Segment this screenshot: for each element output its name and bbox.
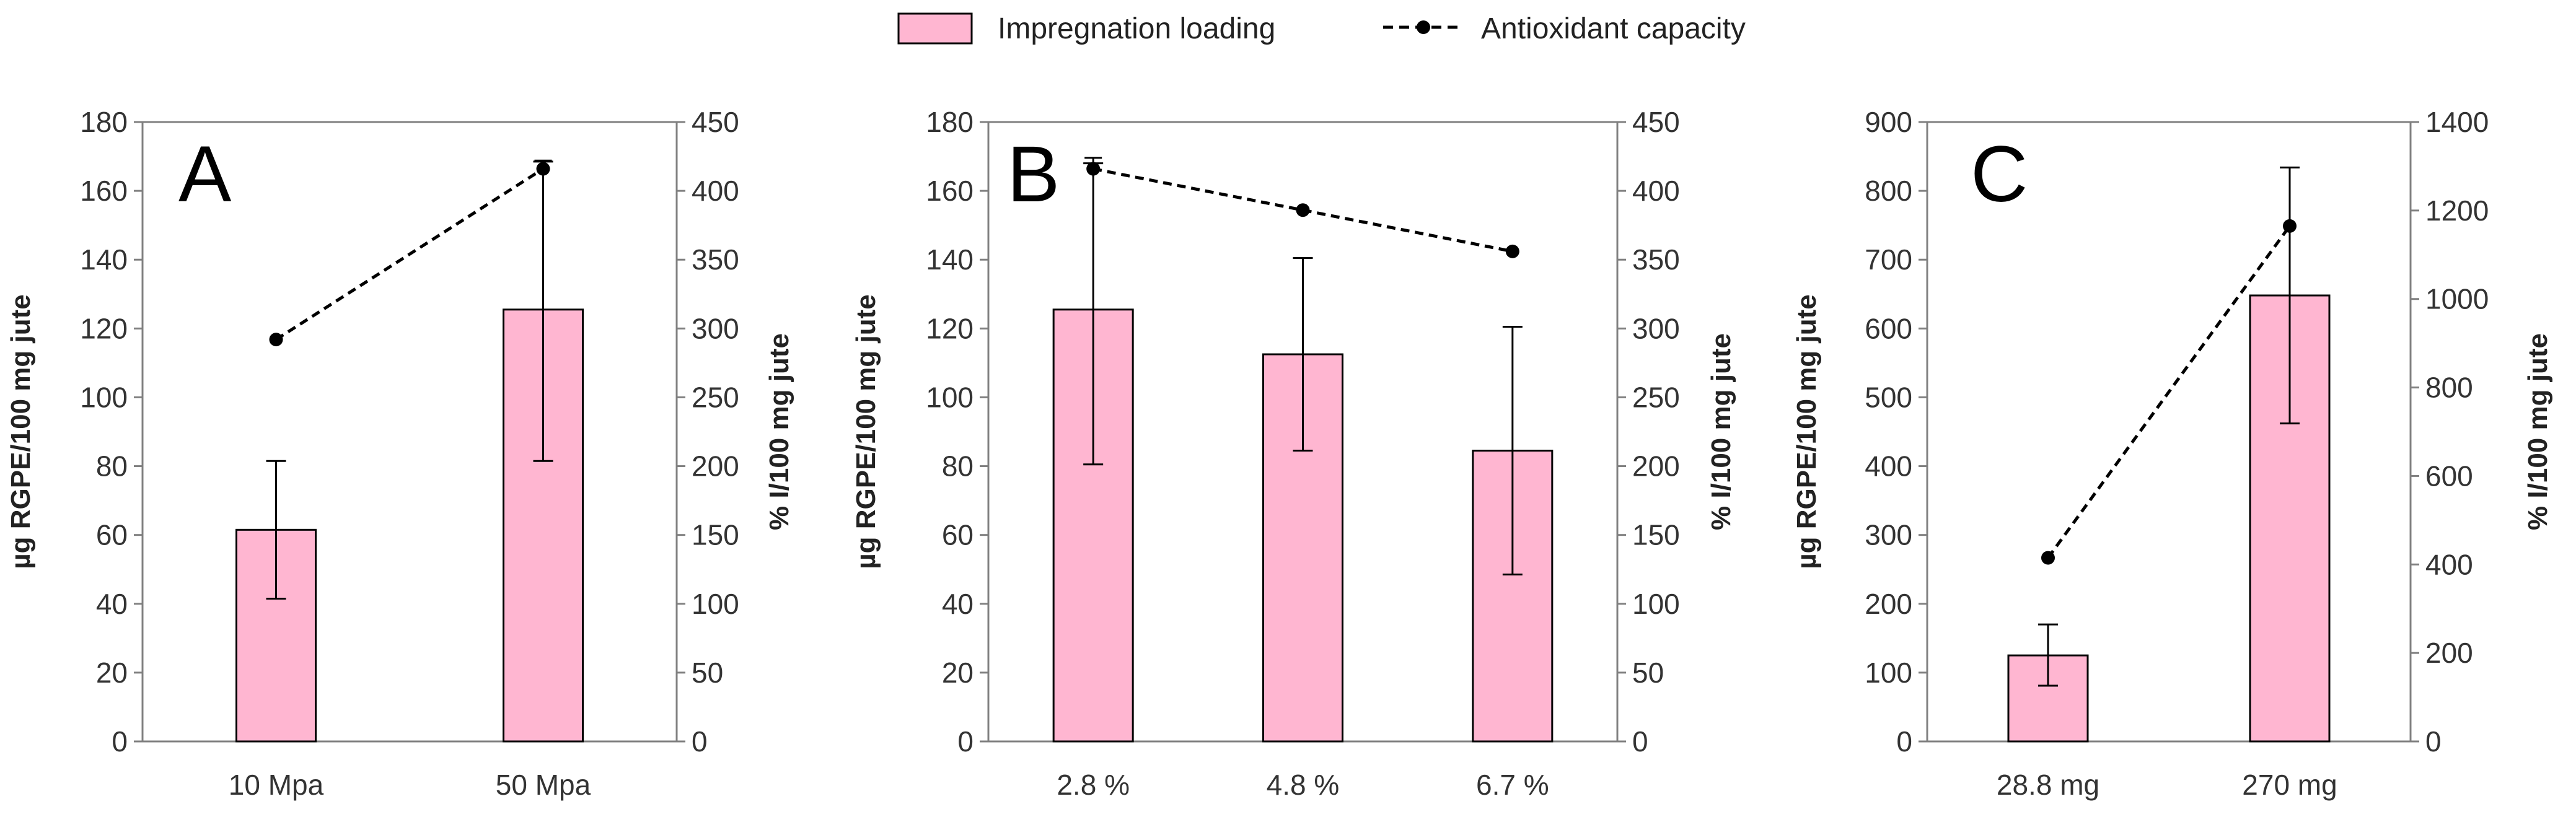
antioxidant-line — [2046, 225, 2292, 559]
right-tick-label: 600 — [2425, 460, 2473, 492]
right-tick-label: 450 — [692, 106, 739, 138]
left-tick-label: 20 — [96, 657, 128, 689]
left-tick-label: 160 — [80, 175, 128, 207]
panel-letter: C — [1971, 130, 2028, 219]
left-tick-label: 40 — [942, 588, 974, 620]
right-tick-label: 1400 — [2425, 106, 2489, 138]
left-axis-title: µg RGPE/100 mg jute — [1791, 294, 1822, 569]
x-tick-label: 10 Mpa — [229, 769, 324, 801]
panel-letter: B — [1007, 130, 1060, 219]
legend-bar-swatch — [897, 12, 973, 45]
right-tick-label: 1000 — [2425, 283, 2489, 315]
right-tick-label: 350 — [692, 243, 739, 276]
left-tick-label: 60 — [96, 519, 128, 551]
left-tick-label: 900 — [1865, 106, 1912, 138]
antioxidant-point — [2283, 219, 2297, 233]
right-tick-label: 0 — [692, 725, 708, 758]
right-tick-label: 400 — [1632, 175, 1680, 207]
left-tick-label: 60 — [942, 519, 974, 551]
antioxidant-line — [275, 167, 544, 341]
left-tick-label: 400 — [1865, 450, 1912, 483]
right-tick-label: 0 — [1632, 725, 1648, 758]
right-tick-label: 400 — [692, 175, 739, 207]
antioxidant-point — [2041, 551, 2055, 565]
x-tick-label: 2.8 % — [1057, 769, 1130, 801]
right-tick-label: 0 — [2425, 725, 2442, 758]
left-tick-label: 200 — [1865, 588, 1912, 620]
right-axis-title: % I/100 mg jute — [764, 333, 794, 530]
left-tick-label: 180 — [926, 106, 974, 138]
left-tick-label: 120 — [80, 312, 128, 344]
right-axis-title: % I/100 mg jute — [2523, 333, 2553, 530]
right-tick-label: 400 — [2425, 548, 2473, 580]
x-tick-label: 4.8 % — [1267, 769, 1340, 801]
right-tick-label: 200 — [1632, 450, 1680, 483]
antioxidant-point — [1296, 203, 1310, 217]
left-tick-label: 100 — [926, 381, 974, 413]
left-tick-label: 140 — [80, 243, 128, 276]
legend-line-label: Antioxidant capacity — [1481, 12, 1746, 45]
left-tick-label: 800 — [1865, 175, 1912, 207]
left-tick-label: 80 — [942, 450, 974, 483]
left-tick-label: 0 — [112, 725, 128, 758]
left-tick-label: 20 — [942, 657, 974, 689]
left-tick-label: 0 — [1896, 725, 1912, 758]
left-tick-label: 160 — [926, 175, 974, 207]
right-tick-label: 200 — [692, 450, 739, 483]
right-tick-label: 150 — [692, 519, 739, 551]
bar — [235, 528, 317, 743]
left-tick-label: 0 — [957, 725, 974, 758]
right-tick-label: 100 — [692, 588, 739, 620]
left-tick-label: 140 — [926, 243, 974, 276]
x-tick-label: 50 Mpa — [496, 769, 591, 801]
left-tick-label: 300 — [1865, 519, 1912, 551]
right-tick-label: 50 — [1632, 657, 1664, 689]
right-tick-label: 350 — [1632, 243, 1680, 276]
panel-a: 0 20 40 60 80 100 120 140 160 180 0 50 100 150 200 250 3… — [6, 106, 794, 801]
right-tick-label: 300 — [692, 312, 739, 344]
right-axis-title: % I/100 mg jute — [1706, 333, 1736, 530]
legend: Impregnation loading Antioxidant capacit… — [897, 12, 1746, 45]
right-tick-label: 1200 — [2425, 194, 2489, 227]
x-tick-label: 270 mg — [2242, 769, 2337, 801]
panel-letter: A — [178, 130, 232, 219]
left-tick-label: 80 — [96, 450, 128, 483]
right-tick-label: 150 — [1632, 519, 1680, 551]
legend-line-marker — [1417, 20, 1430, 34]
left-axis-title: µg RGPE/100 mg jute — [851, 294, 881, 569]
antioxidant-point — [1505, 244, 1519, 258]
panel-c: 0 100 200 300 400 500 600 700 800 900 0 200 400 600 80… — [1791, 106, 2553, 801]
right-tick-label: 250 — [692, 381, 739, 413]
left-tick-label: 500 — [1865, 381, 1912, 413]
left-tick-label: 600 — [1865, 312, 1912, 344]
left-tick-label: 100 — [1865, 657, 1912, 689]
right-tick-label: 200 — [2425, 637, 2473, 669]
right-tick-label: 800 — [2425, 372, 2473, 404]
x-tick-label: 6.7 % — [1476, 769, 1549, 801]
antioxidant-point — [269, 333, 283, 347]
x-tick-label: 28.8 mg — [1997, 769, 2099, 801]
right-tick-label: 250 — [1632, 381, 1680, 413]
left-tick-label: 120 — [926, 312, 974, 344]
left-axis-title: µg RGPE/100 mg jute — [6, 294, 36, 569]
left-tick-label: 100 — [80, 381, 128, 413]
right-tick-label: 300 — [1632, 312, 1680, 344]
left-tick-label: 40 — [96, 588, 128, 620]
panel-b: 0 20 40 60 80 100 120 140 160 180 0 50 100 150 200 250 3… — [851, 106, 1736, 801]
right-tick-label: 450 — [1632, 106, 1680, 138]
left-tick-label: 700 — [1865, 243, 1912, 276]
right-tick-label: 50 — [692, 657, 723, 689]
panels: 0204060801001201401601800501001502002503… — [6, 106, 2553, 801]
legend-bar-label: Impregnation loading — [998, 12, 1275, 45]
right-tick-label: 100 — [1632, 588, 1680, 620]
left-tick-label: 180 — [80, 106, 128, 138]
